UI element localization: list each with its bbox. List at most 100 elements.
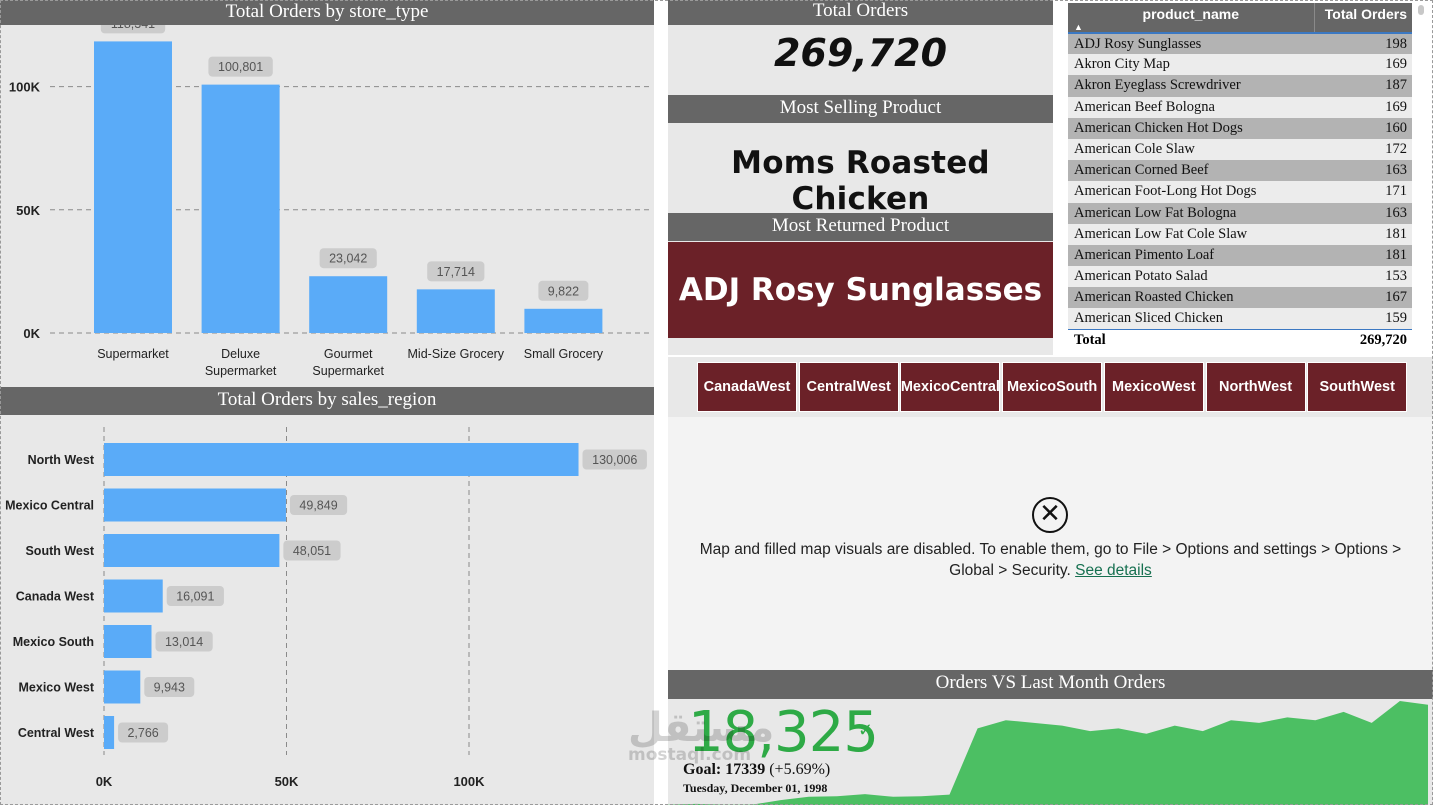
data-label-bg <box>118 722 169 743</box>
current-date: Tuesday, December 01, 1998 <box>683 781 828 795</box>
data-label-bg <box>208 56 273 77</box>
total-orders-cell: 163 <box>1314 160 1412 182</box>
product-name-cell: American Pimento Loaf <box>1068 244 1314 267</box>
table-row[interactable]: American Foot-Long Hot Dogs 171 <box>1068 181 1412 203</box>
bar-deluxe-supermarket <box>201 84 280 333</box>
store-type-chart-title: Total Orders by store_type <box>0 0 654 25</box>
total-orders-title: Total Orders <box>668 0 1053 25</box>
total-orders-cell: 171 <box>1314 181 1412 203</box>
category-label: Canada West <box>16 590 95 604</box>
current-orders-value: 18,325 <box>688 700 879 765</box>
table-row[interactable]: American Pimento Loaf 181 <box>1068 244 1412 267</box>
category-label: Supermarket <box>97 347 169 361</box>
bar-mexico-south <box>104 625 152 658</box>
see-details-link[interactable]: See details <box>1075 562 1152 579</box>
category-label: Small Grocery <box>524 347 604 361</box>
table-row[interactable]: ADJ Rosy Sunglasses 198 <box>1068 33 1412 55</box>
table-row[interactable]: American Beef Bologna 169 <box>1068 96 1412 118</box>
slicer-button-mexico-south[interactable]: Mexico South <box>1002 362 1103 412</box>
y-tick-label: 0K <box>23 326 40 341</box>
column-header-total-orders[interactable]: Total Orders <box>1313 3 1412 34</box>
slicer-button-south-west[interactable]: South West <box>1307 362 1408 412</box>
total-orders-cell: 163 <box>1314 202 1412 224</box>
bar-mexico-central <box>104 488 286 522</box>
product-name-cell: American Chicken Hot Dogs <box>1068 117 1314 139</box>
bar-central-west <box>104 716 115 749</box>
table-row[interactable]: American Corned Beef 163 <box>1068 160 1412 182</box>
table-row[interactable]: American Potato Salad 153 <box>1068 266 1412 288</box>
orders-trend-area <box>668 701 1428 805</box>
category-label: South West <box>25 544 94 558</box>
total-label: Total <box>1068 329 1314 352</box>
total-orders-value: 269,720 <box>773 31 948 75</box>
data-label-bg <box>155 631 213 652</box>
total-orders-cell: 181 <box>1314 223 1412 245</box>
slicer-button-mexico-west[interactable]: Mexico West <box>1103 362 1204 412</box>
total-value: 269,720 <box>1314 329 1412 352</box>
store-type-bar-chart[interactable]: 0K 50K 100K 118,341 Supermarket 100,801 Deluxe… <box>0 25 654 387</box>
total-orders-cell: 160 <box>1314 117 1412 139</box>
table-row[interactable]: American Roasted Chicken 167 <box>1068 287 1412 309</box>
total-orders-cell: 187 <box>1314 75 1412 97</box>
most-selling-title: Most Selling Product <box>668 95 1053 123</box>
table-scrollbar[interactable] <box>1418 5 1424 15</box>
table-row[interactable]: American Cole Slaw 172 <box>1068 138 1412 161</box>
data-label-bg <box>582 449 647 470</box>
product-name-cell: American Sliced Chicken <box>1068 308 1314 330</box>
close-circle-icon: ✕ <box>1032 497 1068 533</box>
sort-ascending-icon[interactable]: ▲ <box>1074 22 1083 32</box>
sales-region-chart-panel: Total Orders by sales_region 0K 50K 100K No… <box>0 387 654 805</box>
bar-canada-west <box>104 579 163 613</box>
category-label: Mexico South <box>13 635 94 649</box>
data-label: 23,042 <box>329 252 367 266</box>
y-tick-label: 50K <box>16 203 40 218</box>
data-label-bg <box>100 25 166 34</box>
category-label: Mexico West <box>19 681 95 695</box>
bar-mexico-west <box>104 670 141 704</box>
product-name-cell: Akron Eyeglass Screwdriver <box>1068 75 1314 97</box>
product-name-cell: American Roasted Chicken <box>1068 287 1314 309</box>
product-name-cell: American Corned Beef <box>1068 160 1314 182</box>
slicer-button-canada-west[interactable]: Canada West <box>697 362 797 412</box>
x-tick-label: 0K <box>96 774 113 789</box>
sales-region-bar-chart[interactable]: 0K 50K 100K North West 130,006 Mexico Central… <box>0 415 654 805</box>
total-orders-cell: 153 <box>1314 266 1412 288</box>
table-row[interactable]: American Chicken Hot Dogs 160 <box>1068 117 1412 139</box>
total-orders-cell: 167 <box>1314 287 1412 309</box>
data-label: 9,822 <box>548 284 579 298</box>
slicer-button-mexico-central[interactable]: Mexico Central <box>900 362 1001 412</box>
category-label: Mexico Central <box>5 499 94 513</box>
slicer-button-north-west[interactable]: North West <box>1205 362 1306 412</box>
bar-north-west <box>104 443 579 476</box>
category-label: Supermarket <box>205 364 277 378</box>
table-row[interactable]: Akron Eyeglass Screwdriver 187 <box>1068 75 1412 97</box>
table-row[interactable]: Akron City Map 169 <box>1068 54 1412 76</box>
category-label: North West <box>28 453 95 467</box>
column-header-product-name[interactable]: product_name ▲ <box>1068 3 1314 34</box>
bar-mid-size-grocery <box>416 289 495 333</box>
data-label: 49,849 <box>299 499 337 513</box>
product-name-cell: American Beef Bologna <box>1068 96 1314 118</box>
map-visual-disabled: ✕ Map and filled map visuals are disable… <box>668 417 1433 670</box>
y-tick-label: 100K <box>9 80 41 95</box>
table-row[interactable]: American Low Fat Bologna 163 <box>1068 202 1412 224</box>
region-slicer: Canada West Central West Mexico Central Mexico… <box>668 357 1433 417</box>
data-label-bg <box>289 495 348 515</box>
bar-small-grocery <box>524 308 603 333</box>
orders-vs-last-month-title: Orders VS Last Month Orders <box>668 670 1433 699</box>
table-row[interactable]: American Sliced Chicken 159 <box>1068 308 1412 330</box>
total-orders-cell: 169 <box>1314 96 1412 118</box>
data-label-bg <box>319 248 377 269</box>
slicer-button-central-west[interactable]: Central West <box>798 362 899 412</box>
category-label: Supermarket <box>312 364 384 378</box>
bar-gourmet-supermarket <box>309 276 388 333</box>
data-label: 100,801 <box>218 60 263 74</box>
bar-supermarket <box>94 41 172 333</box>
orders-vs-last-month-panel: Orders VS Last Month Orders 18,325 ✓ Goa… <box>668 670 1433 805</box>
x-tick-label: 50K <box>275 774 299 789</box>
product-name-cell: American Low Fat Bologna <box>1068 202 1314 224</box>
bar-south-west <box>104 534 280 567</box>
total-orders-cell: 198 <box>1314 33 1412 55</box>
table-row[interactable]: American Low Fat Cole Slaw 181 <box>1068 223 1412 245</box>
product-orders-table[interactable]: product_name ▲ Total Orders ADJ Rosy Sung… <box>1062 0 1433 355</box>
